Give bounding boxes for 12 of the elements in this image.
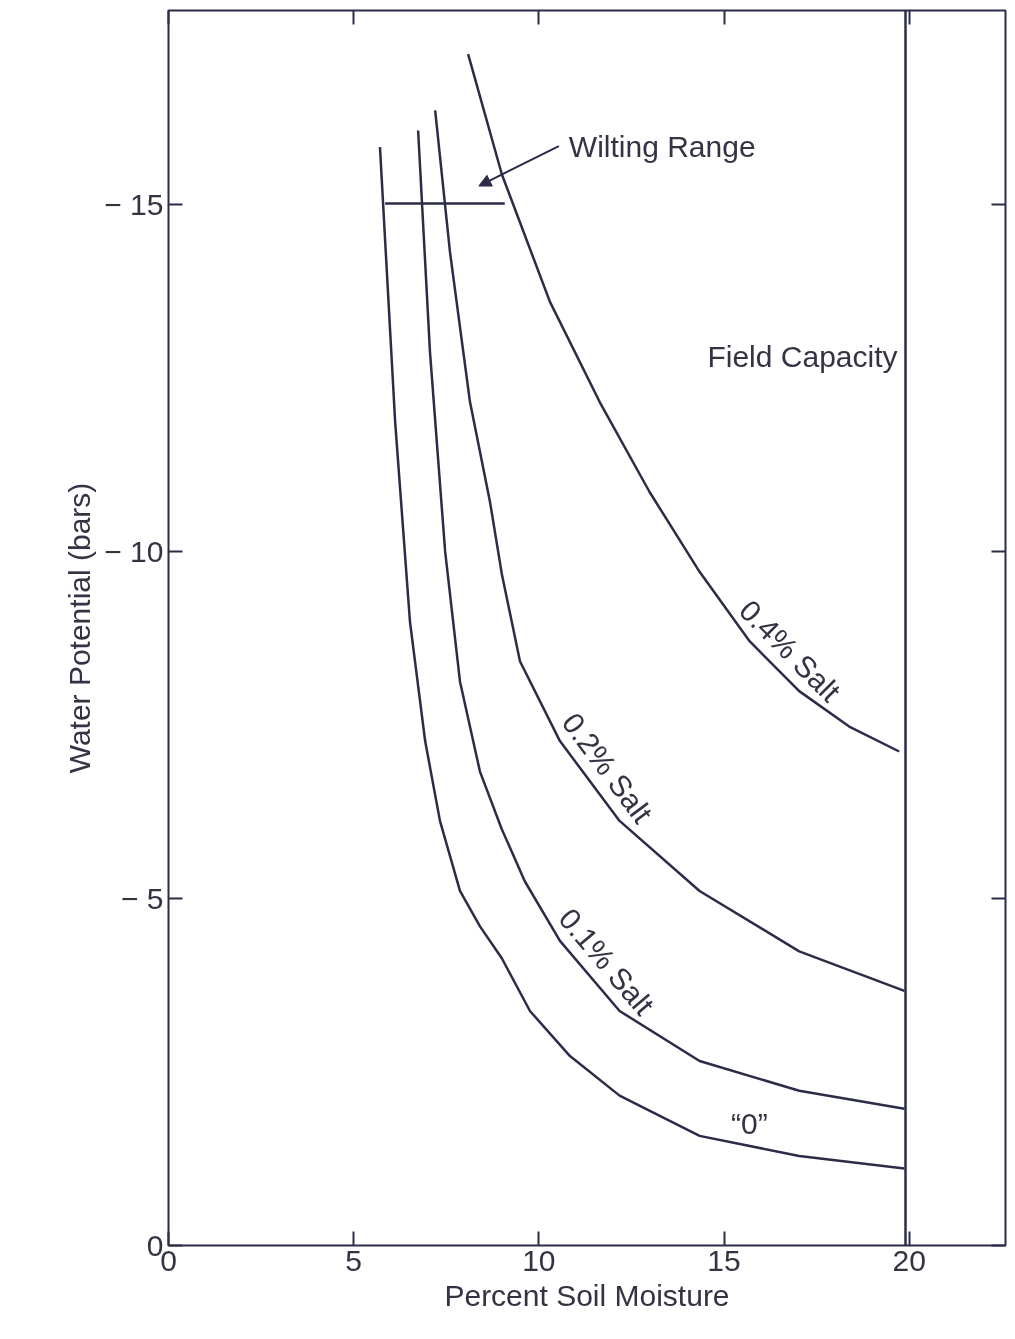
x-axis-title: Percent Soil Moisture <box>444 1278 730 1312</box>
x-tick-label: 20 <box>892 1243 926 1277</box>
y-axis-title: Water Potential (bars) <box>63 482 97 774</box>
x-tick-label: 5 <box>345 1243 363 1277</box>
ref-line-label: Field Capacity <box>707 339 898 373</box>
y-tick-label: − 15 <box>104 188 164 222</box>
x-tick-label: 15 <box>707 1243 741 1277</box>
y-tick-label: − 5 <box>120 882 164 916</box>
annotation: Wilting Range <box>568 129 756 163</box>
y-tick-label: − 10 <box>104 535 164 569</box>
x-tick-label: 10 <box>522 1243 556 1277</box>
series-label: “0” <box>731 1107 768 1141</box>
